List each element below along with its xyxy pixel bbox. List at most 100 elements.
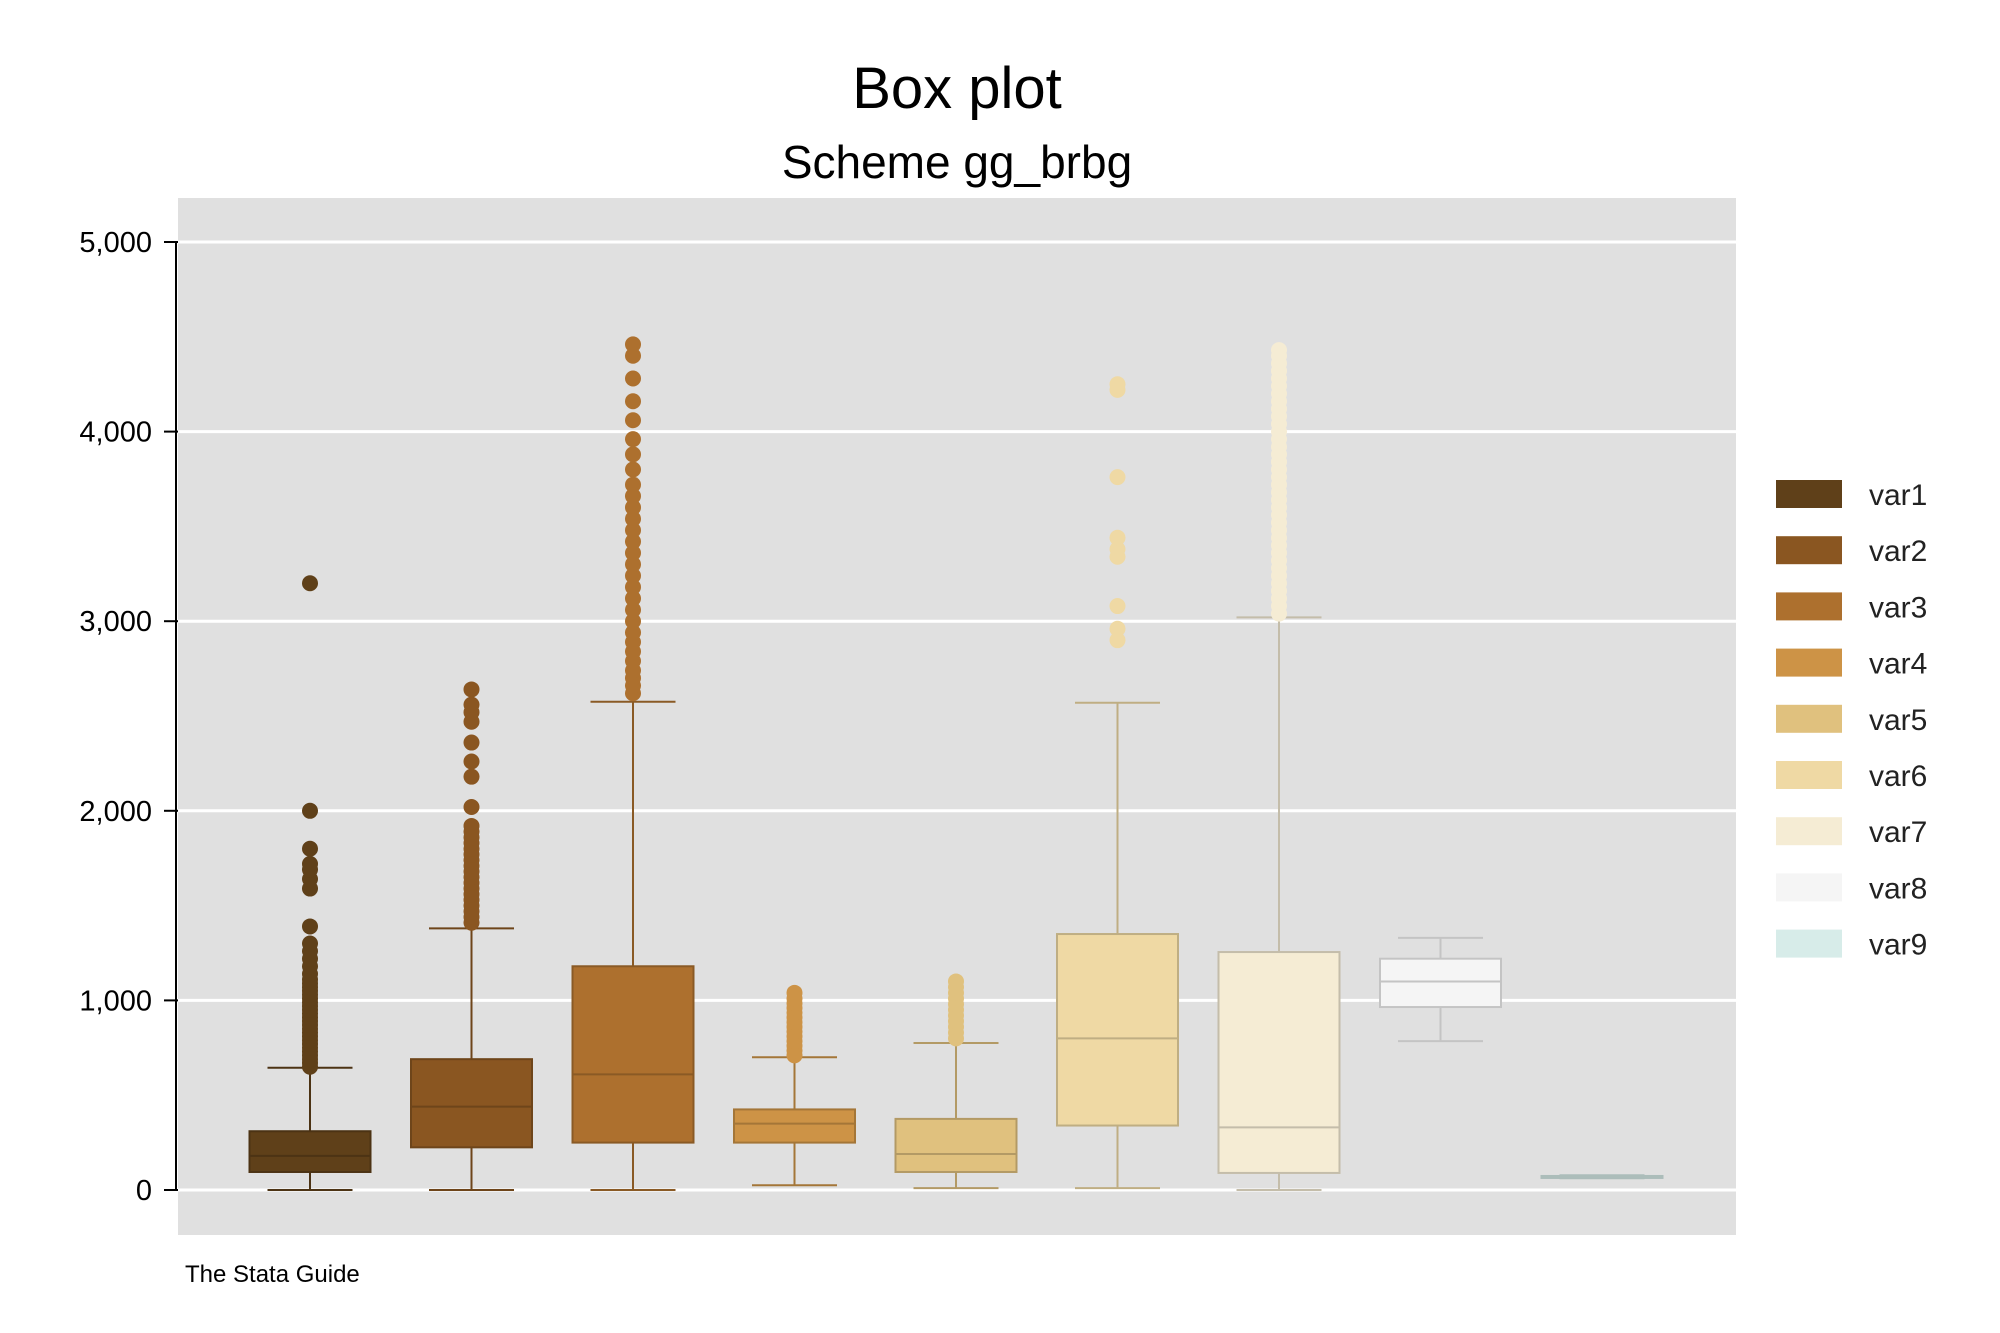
iqr-box (733, 1108, 856, 1144)
box-var5 (894, 973, 1018, 1190)
legend-label: var7 (1869, 816, 1927, 849)
box-var6 (1056, 376, 1179, 1190)
legend-label: var5 (1869, 704, 1927, 737)
outlier-point (625, 522, 641, 539)
outlier-point (1109, 541, 1126, 558)
legend-label: var3 (1869, 591, 1927, 624)
outlier-point (463, 696, 480, 713)
outlier-point (302, 575, 318, 592)
iqr-box (1056, 933, 1179, 1127)
legend-item-var5: var5 (1776, 704, 1927, 737)
legend-swatch (1776, 648, 1842, 677)
outlier-point (948, 973, 964, 990)
legend-label: var1 (1869, 479, 1927, 512)
y-tick-label: 0 (136, 1175, 152, 1207)
legend-label: var8 (1869, 872, 1927, 905)
legend-swatch (1776, 704, 1842, 733)
legend-label: var6 (1869, 760, 1927, 793)
iqr-box (1379, 957, 1502, 1009)
outlier-point (625, 393, 641, 410)
outlier-point (302, 855, 318, 872)
box-var3 (571, 336, 695, 1191)
outlier-point (1109, 376, 1126, 393)
outlier-point (302, 840, 318, 857)
outlier-point (1271, 342, 1287, 359)
box-var1 (248, 575, 372, 1191)
legend-item-var1: var1 (1776, 479, 1927, 512)
legend-swatch (1776, 536, 1842, 565)
iqr-box (571, 965, 695, 1144)
legend-label: var9 (1869, 929, 1927, 962)
legend-item-var6: var6 (1776, 760, 1927, 793)
box-var4 (733, 984, 856, 1187)
outlier-point (625, 624, 641, 641)
outlier-point (1109, 620, 1126, 637)
chart-title: Box plot (852, 56, 1062, 121)
outlier-point (625, 579, 641, 596)
outlier-point (625, 544, 641, 561)
legend: var1 var2 var3 var4 var5 var6 var7 var8 var9 (1776, 479, 1927, 962)
iqr-box (894, 1117, 1018, 1173)
box-var9 (1540, 1174, 1664, 1180)
iqr-box (248, 1130, 372, 1173)
outlier-point (463, 768, 480, 785)
legend-item-var9: var9 (1776, 929, 1927, 962)
outlier-point (625, 499, 641, 516)
outlier-point (463, 817, 480, 834)
outlier-point (463, 734, 480, 751)
outlier-point (625, 613, 641, 630)
box-var7 (1217, 342, 1341, 1191)
outlier-point (1109, 469, 1126, 486)
outlier-point (302, 802, 318, 819)
outlier-point (625, 510, 641, 527)
legend-swatch (1776, 929, 1842, 958)
legend-item-var3: var3 (1776, 591, 1927, 624)
outlier-point (625, 567, 641, 584)
outlier-point (625, 601, 641, 618)
outlier-point (625, 461, 641, 478)
outlier-point (625, 476, 641, 493)
legend-swatch (1776, 480, 1842, 508)
y-tick-label: 5,000 (79, 227, 152, 259)
outlier-point (302, 935, 318, 952)
box-var8 (1379, 936, 1502, 1043)
outlier-point (625, 347, 641, 364)
outlier-point (625, 412, 641, 429)
chart-note: The Stata Guide (185, 1261, 360, 1288)
outlier-point (1109, 598, 1126, 615)
y-axis: 0 1,000 2,000 3,000 4,000 5,000 (79, 227, 178, 1207)
legend-swatch (1776, 817, 1842, 846)
iqr-box (410, 1058, 533, 1149)
legend-label: var4 (1869, 648, 1927, 681)
outlier-point (625, 533, 641, 550)
boxes (248, 336, 1664, 1191)
outlier-point (1109, 632, 1126, 649)
y-tick-label: 1,000 (79, 985, 152, 1017)
outlier-point (302, 918, 318, 935)
chart-subtitle: Scheme gg_brbg (782, 136, 1132, 188)
outlier-point (625, 336, 641, 353)
outlier-point (463, 799, 480, 816)
y-tick-label: 3,000 (79, 606, 152, 638)
legend-swatch (1776, 761, 1842, 789)
outlier-point (625, 431, 641, 448)
y-tick-label: 4,000 (79, 417, 152, 449)
legend-item-var4: var4 (1776, 648, 1927, 681)
outlier-point (625, 446, 641, 463)
legend-item-var2: var2 (1776, 535, 1927, 568)
legend-swatch (1776, 873, 1842, 902)
legend-swatch (1776, 592, 1842, 621)
outlier-point (463, 753, 480, 770)
outlier-point (1109, 529, 1126, 546)
box-var2 (410, 681, 533, 1191)
legend-label: var2 (1869, 535, 1927, 568)
outlier-point (786, 984, 803, 1001)
iqr-box (1217, 951, 1341, 1174)
outlier-point (625, 590, 641, 607)
outlier-point (463, 681, 480, 698)
outlier-point (625, 370, 641, 387)
outlier-point (625, 556, 641, 573)
y-tick-label: 2,000 (79, 796, 152, 828)
legend-item-var7: var7 (1776, 816, 1927, 849)
